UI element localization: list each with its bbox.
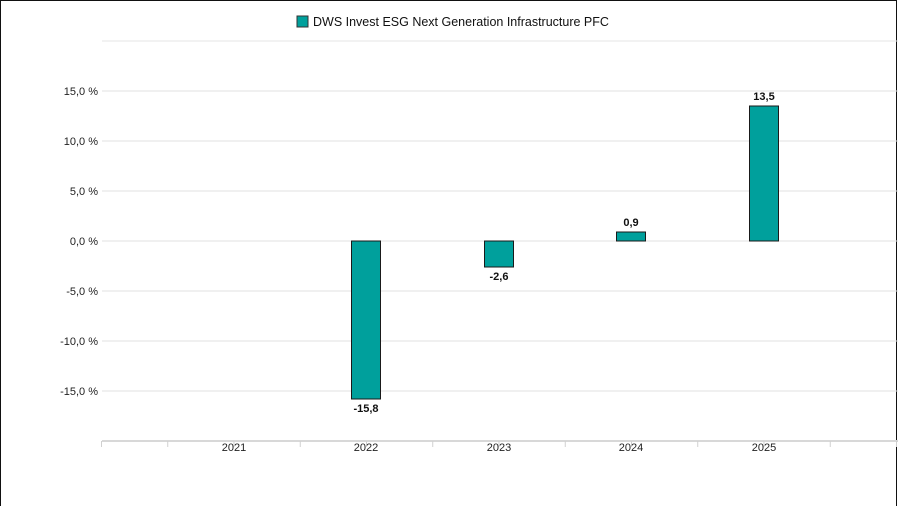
data-labels: -15,8 -2,6 0,9 13,5 (353, 91, 774, 415)
y-tick-label: 10,0 % (64, 136, 98, 148)
y-tick-label: -15,0 % (60, 386, 98, 398)
x-tick-label: 2024 (619, 442, 643, 454)
x-tick-label: 2023 (487, 442, 511, 454)
y-tick-label: 0,0 % (70, 236, 98, 248)
legend: DWS Invest ESG Next Generation Infrastru… (296, 15, 609, 29)
bar-2025 (749, 105, 779, 242)
x-axis: 2021 2022 2023 2024 2025 (101, 440, 898, 454)
bars (351, 105, 779, 400)
y-tick-label: 15,0 % (64, 86, 98, 98)
x-tick-label: 2025 (752, 442, 776, 454)
bar-2023 (484, 240, 514, 268)
x-tick-label: 2022 (354, 442, 378, 454)
bar-2024 (616, 231, 646, 242)
y-tick-label: 5,0 % (70, 186, 98, 198)
data-label-2024: 0,9 (623, 217, 638, 229)
bar-2022 (351, 240, 381, 400)
data-label-2022: -15,8 (353, 403, 378, 415)
y-tick-label: -10,0 % (60, 336, 98, 348)
y-axis: 15,0 % 10,0 % 5,0 % 0,0 % -5,0 % -10,0 % -15,0… (60, 86, 98, 398)
x-tick-label: 2021 (222, 442, 246, 454)
legend-label: DWS Invest ESG Next Generation Infrastru… (313, 15, 609, 29)
data-label-2025: 13,5 (753, 91, 774, 103)
y-tick-label: -5,0 % (66, 286, 98, 298)
data-label-2023: -2,6 (490, 271, 509, 283)
legend-swatch (296, 15, 309, 28)
